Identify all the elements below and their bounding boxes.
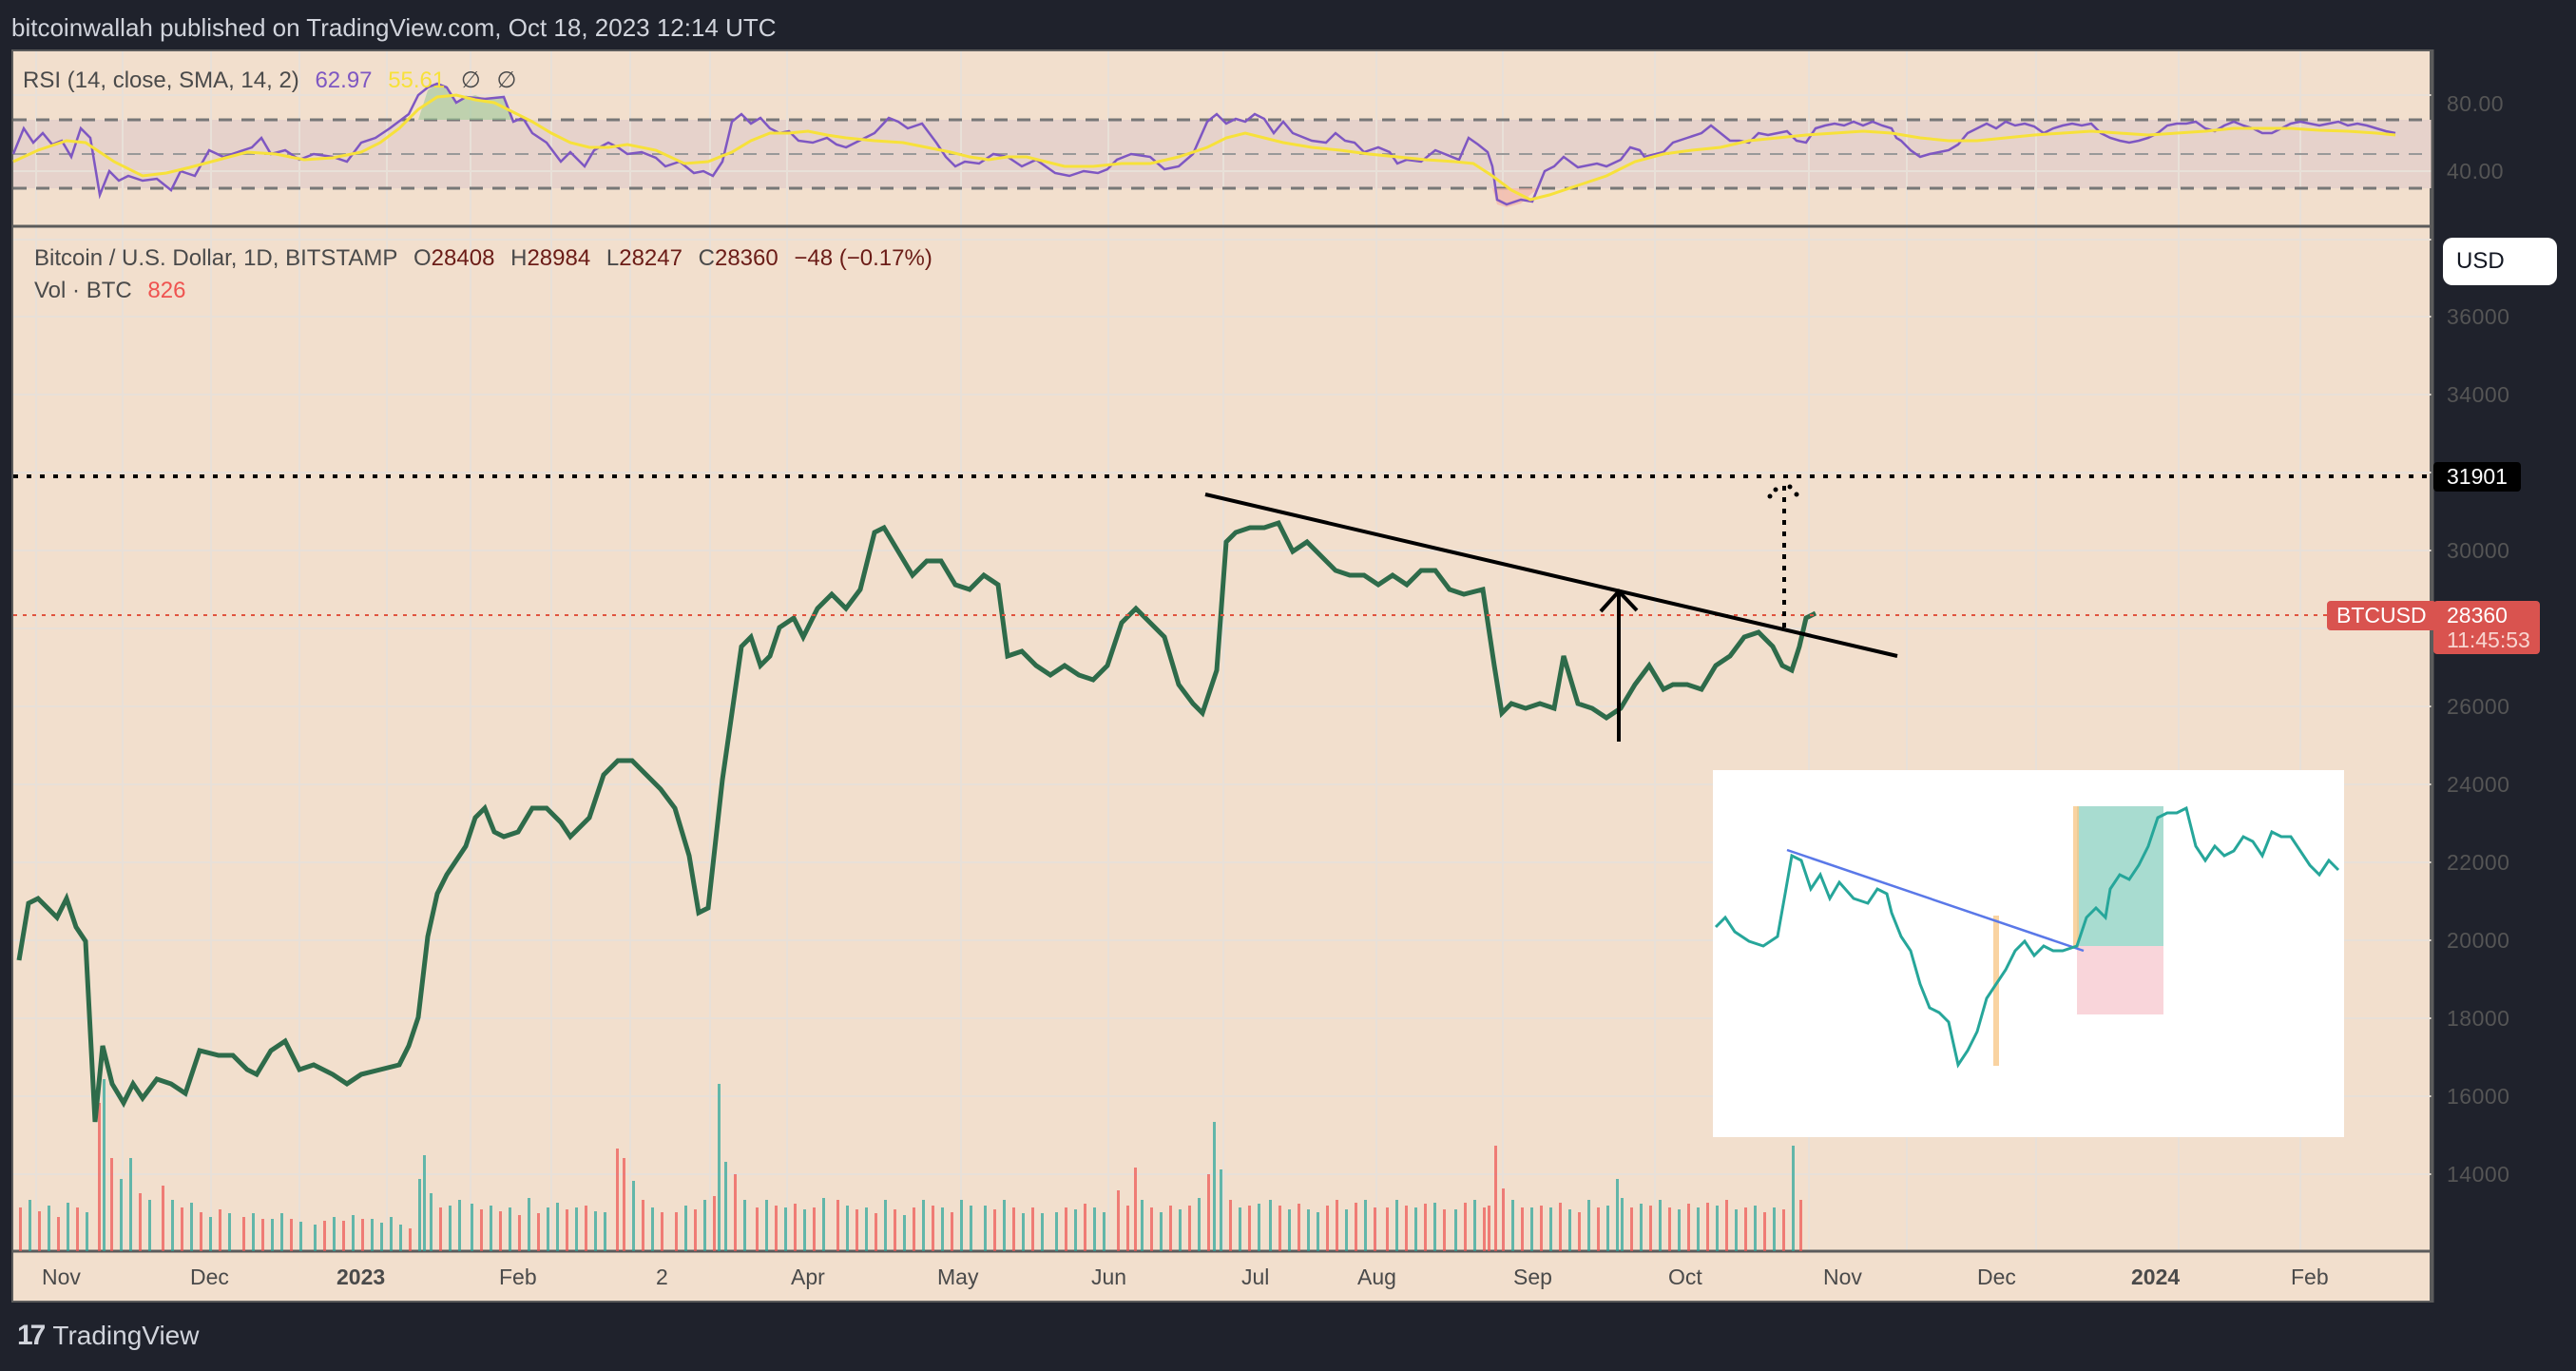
rsi-line [11, 82, 2396, 206]
rsi-extra-2: ∅ [496, 68, 517, 93]
symbol-legend: Bitcoin / U.S. Dollar, 1D, BITSTAMP O284… [34, 245, 942, 272]
candlesticks [16, 519, 1817, 1123]
time-label: Feb [2291, 1265, 2329, 1289]
rsi-label: RSI (14, close, SMA, 14, 2) [23, 68, 299, 93]
brand-name: TradingView [52, 1321, 200, 1350]
volume-bars [19, 1079, 1802, 1251]
price-tick: 22000 [2447, 850, 2510, 875]
time-label: Sep [1513, 1265, 1552, 1289]
close-value: 28360 [714, 245, 779, 271]
time-label: Feb [499, 1265, 537, 1289]
symbol-title[interactable]: Bitcoin / U.S. Dollar, 1D, BITSTAMP [34, 245, 398, 271]
time-label: 2023 [336, 1265, 386, 1289]
time-label: Dec [190, 1265, 229, 1289]
rsi-tick-40: 40.00 [2447, 159, 2505, 183]
time-label: Nov [1823, 1265, 1862, 1289]
footer-brand[interactable]: 17 TradingView [17, 1320, 199, 1352]
last-price-value: 28360 [2447, 603, 2508, 628]
currency-button[interactable]: USD [2443, 238, 2557, 285]
inset-example-chart [1713, 770, 2344, 1137]
time-label: Dec [1977, 1265, 2016, 1289]
price-tick: 20000 [2447, 928, 2510, 953]
price-tick: 16000 [2447, 1084, 2510, 1109]
volume-label: Vol · BTC [34, 278, 132, 303]
volume-legend: Vol · BTC 826 [34, 278, 195, 304]
price-tick: 36000 [2447, 304, 2510, 329]
rsi-extra-1: ∅ [460, 68, 481, 93]
price-tick: 24000 [2447, 772, 2510, 797]
grid-lines [13, 51, 2432, 1253]
publish-info: bitcoinwallah published on TradingView.c… [11, 13, 777, 42]
time-label: 2024 [2131, 1265, 2181, 1289]
close-label: C [698, 245, 715, 271]
price-tick: 18000 [2447, 1006, 2510, 1031]
low-value: 28247 [619, 245, 682, 271]
bar-countdown: 11:45:53 [2447, 628, 2530, 652]
price-tick: 30000 [2447, 538, 2510, 563]
change-value: −48 (−0.17%) [794, 245, 932, 271]
stop-loss-zone [2077, 946, 2163, 1014]
time-label: Apr [791, 1265, 825, 1289]
rsi-tick-80: 80.00 [2447, 91, 2505, 116]
open-value: 28408 [431, 245, 495, 271]
rsi-overbought-fill [418, 84, 513, 120]
rsi-value: 62.97 [315, 68, 373, 93]
time-label: Aug [1357, 1265, 1396, 1289]
time-label: 2 [656, 1265, 668, 1289]
volume-value: 826 [147, 278, 186, 303]
time-label: May [937, 1265, 979, 1289]
price-tick: 34000 [2447, 382, 2510, 407]
symbol-price-tag: BTCUSD [2327, 601, 2436, 630]
low-label: L [606, 245, 620, 271]
rsi-sma-value: 55.61 [388, 68, 446, 93]
open-label: O [413, 245, 432, 271]
rsi-legend: RSI (14, close, SMA, 14, 2) 62.97 55.61 … [23, 67, 526, 94]
last-price-tag: 28360 11:45:53 [2433, 601, 2540, 654]
high-label: H [510, 245, 528, 271]
time-label: Oct [1668, 1265, 1702, 1289]
tradingview-logo-icon: 17 [17, 1320, 46, 1351]
level-price-tag: 31901 [2433, 462, 2521, 492]
high-value: 28984 [527, 245, 591, 271]
projection-arrowhead [1767, 484, 1799, 499]
rsi-sma-line [12, 93, 2396, 202]
time-label: Nov [42, 1265, 81, 1289]
price-tick: 14000 [2447, 1162, 2510, 1187]
price-tick: 26000 [2447, 694, 2510, 719]
time-label: Jul [1241, 1265, 1270, 1289]
time-label: Jun [1091, 1265, 1127, 1289]
descending-trendline [1204, 492, 1898, 658]
currency-label: USD [2456, 248, 2505, 274]
